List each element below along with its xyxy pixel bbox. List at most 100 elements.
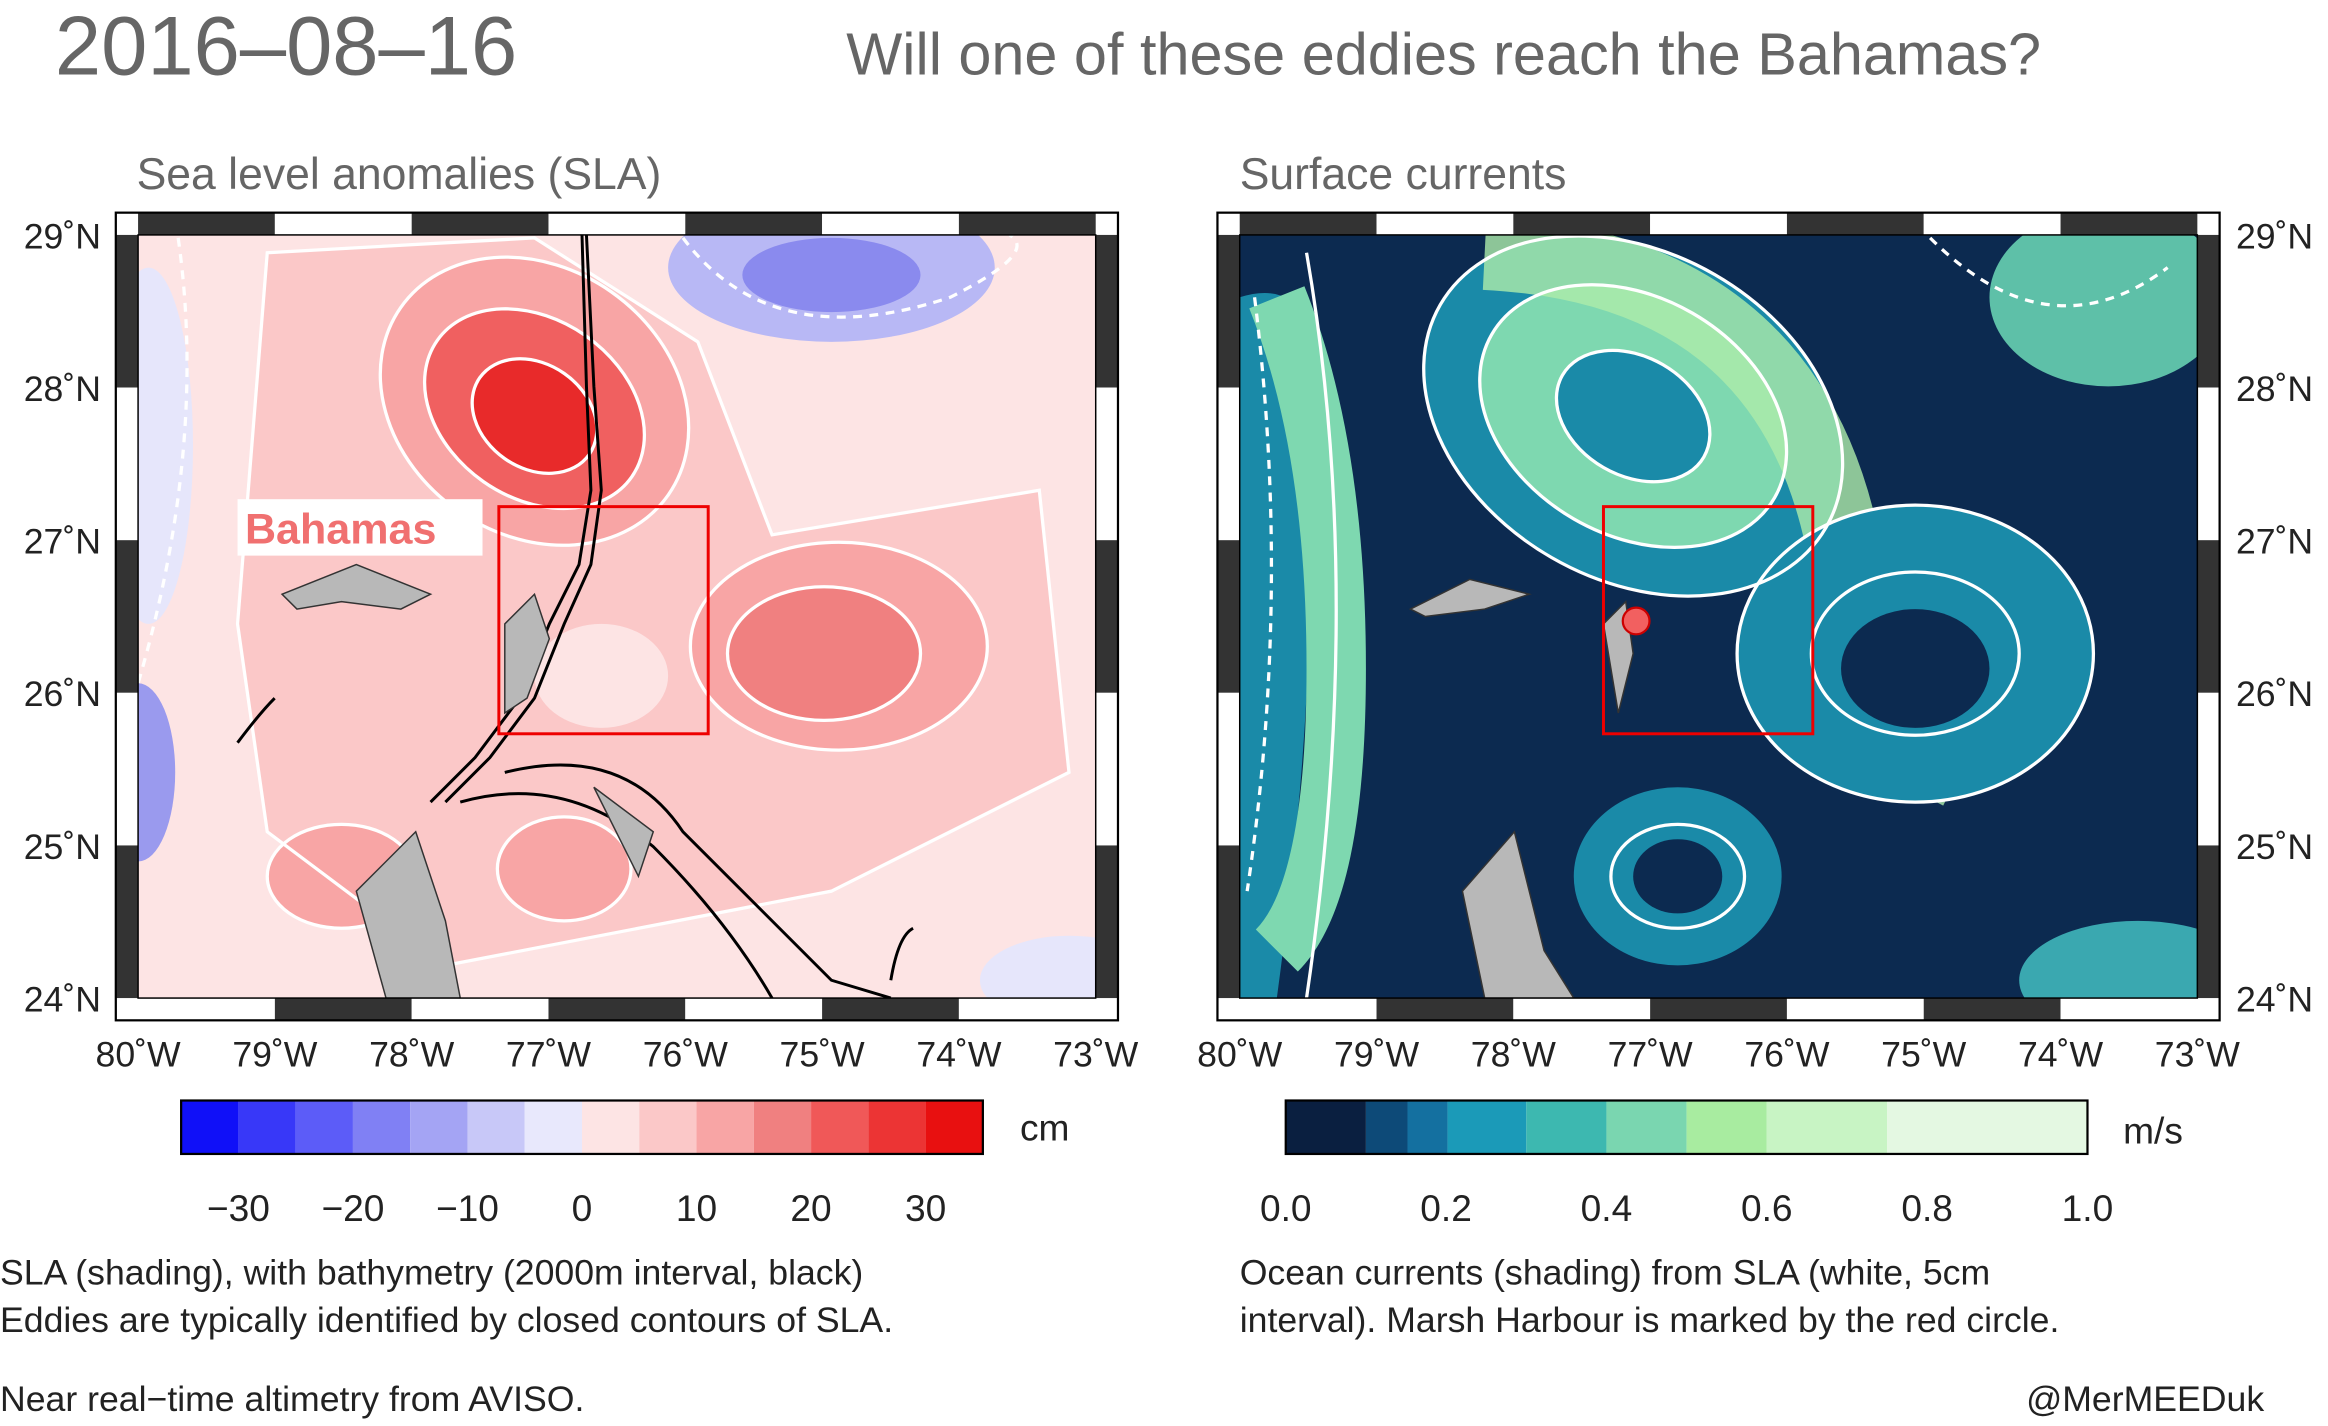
colorbar-segment: [696, 1100, 754, 1154]
map-outline: [137, 234, 1097, 999]
sla-colorbar: [180, 1099, 984, 1156]
frame-segment: [2197, 540, 2220, 693]
lat-label: 27˚N: [24, 522, 101, 562]
lon-label: 74˚W: [2018, 1034, 2103, 1074]
frame-segment: [1217, 692, 1240, 846]
colorbar-unit: cm: [1020, 1107, 1069, 1149]
lon-label: 76˚W: [1744, 1034, 1829, 1074]
caption: Ocean currents (shading) from SLA (white…: [1240, 1253, 1990, 1293]
frame-segment: [685, 212, 823, 235]
frame-segment: [1786, 998, 1924, 1021]
frame-segment: [1095, 540, 1118, 693]
lon-label: 78˚W: [369, 1034, 454, 1074]
frame-segment: [2060, 212, 2198, 235]
lon-label: 79˚W: [232, 1034, 317, 1074]
frame-segment: [822, 998, 959, 1021]
frame-segment: [1376, 998, 1514, 1021]
lon-label: 73˚W: [2155, 1034, 2240, 1074]
colorbar-segment: [467, 1100, 525, 1154]
caption: Eddies are typically identified by close…: [0, 1300, 893, 1340]
lat-label: 28˚N: [24, 369, 101, 409]
frame-segment: [411, 212, 549, 235]
frame-segment: [1239, 998, 1377, 1021]
frame-segment: [1217, 387, 1240, 541]
colorbar-tick: −20: [321, 1187, 384, 1229]
colorbar-segment: [811, 1100, 869, 1154]
frame-segment: [1923, 212, 2061, 235]
frame-segment: [2060, 998, 2198, 1021]
colorbar-tick: 1.0: [2062, 1187, 2114, 1229]
lat-label: 24˚N: [2236, 979, 2313, 1019]
colorbar-unit: m/s: [2123, 1110, 2183, 1152]
lon-label: 78˚W: [1471, 1034, 1556, 1074]
caption: interval). Marsh Harbour is marked by th…: [1240, 1300, 2060, 1340]
frame-segment: [1650, 998, 1787, 1021]
frame-segment: [1513, 998, 1651, 1021]
colorbar-tick: 0.4: [1581, 1187, 1633, 1229]
credit: @MerMEEDuk: [2026, 1379, 2264, 1419]
frame-segment: [2197, 845, 2220, 999]
date: 2016–08–16: [55, 0, 517, 93]
lon-label: 73˚W: [1053, 1034, 1138, 1074]
colorbar-tick: 0.8: [1901, 1187, 1953, 1229]
frame-segment: [1513, 212, 1651, 235]
colorbar-tick: 20: [790, 1187, 831, 1229]
frame-segment: [1786, 212, 1924, 235]
colorbar-segment: [295, 1100, 353, 1154]
lon-label: 76˚W: [643, 1034, 728, 1074]
colorbar-segment: [524, 1100, 582, 1154]
frame-segment: [958, 998, 1096, 1021]
lon-label: 75˚W: [1881, 1034, 1966, 1074]
colorbar-segment: [352, 1100, 411, 1154]
lat-label: 26˚N: [24, 674, 101, 714]
frame-segment: [2197, 387, 2220, 541]
lon-label: 79˚W: [1334, 1034, 1419, 1074]
frame-segment: [685, 998, 823, 1021]
frame-segment: [274, 998, 412, 1021]
frame-segment: [1239, 212, 1377, 235]
colorbar-segment: [181, 1100, 239, 1154]
frame-segment: [115, 387, 139, 541]
lat-label: 26˚N: [2236, 674, 2313, 714]
lat-label: 29˚N: [24, 216, 101, 256]
lat-label: 25˚N: [24, 827, 101, 867]
colorbar-segment: [238, 1100, 296, 1154]
frame-segment: [958, 212, 1096, 235]
frame-segment: [548, 212, 686, 235]
lon-label: 77˚W: [506, 1034, 591, 1074]
frame-segment: [1650, 212, 1787, 235]
map-outline: [1238, 234, 2199, 999]
frame-segment: [115, 692, 139, 846]
frame-segment: [1217, 234, 1240, 388]
frame-outline: [1216, 211, 2221, 1022]
subtitle: Sea level anomalies (SLA): [137, 150, 662, 199]
colorbar-tick: −10: [436, 1187, 499, 1229]
colorbar-segment: [639, 1100, 697, 1154]
colorbar-segment: [410, 1100, 468, 1154]
colorbar-tick: 0.6: [1741, 1187, 1793, 1229]
question: Will one of these eddies reach the Baham…: [846, 21, 2041, 88]
colorbar-tick: 10: [676, 1187, 717, 1229]
frame-segment: [115, 234, 139, 388]
frame-segment: [1923, 998, 2061, 1021]
lat-label: 29˚N: [2236, 216, 2313, 256]
colorbar-tick: 0.2: [1420, 1187, 1472, 1229]
frame-segment: [1217, 540, 1240, 693]
map-frames: [114, 211, 2221, 1022]
sla-map: Bahamas: [138, 234, 1096, 999]
frame-segment: [115, 845, 139, 999]
colorbar-tick: −30: [207, 1187, 270, 1229]
caption: SLA (shading), with bathymetry (2000m in…: [0, 1253, 863, 1293]
frame-segment: [1095, 692, 1118, 846]
currents-map: [1239, 234, 2198, 999]
lon-label: 74˚W: [916, 1034, 1001, 1074]
lat-label: 28˚N: [2236, 369, 2313, 409]
frame-segment: [1095, 387, 1118, 541]
subtitle: Surface currents: [1240, 150, 1567, 199]
frame-segment: [2197, 692, 2220, 846]
lon-label: 77˚W: [1608, 1034, 1693, 1074]
lon-label: 75˚W: [780, 1034, 865, 1074]
colorbar-tick: 0: [572, 1187, 593, 1229]
frame-segment: [1095, 234, 1118, 388]
